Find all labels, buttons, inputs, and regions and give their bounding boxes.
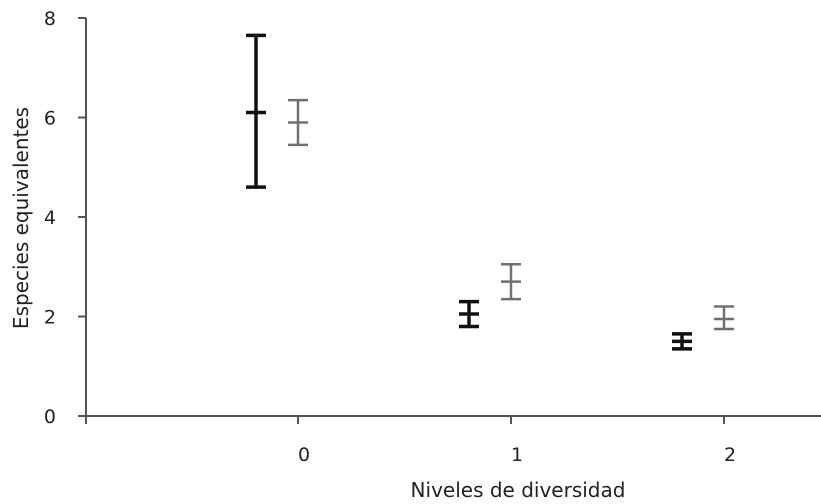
y-tick-label: 2 [44, 307, 56, 329]
x-axis-title: Niveles de diversidad [411, 478, 626, 502]
y-tick-label: 4 [44, 207, 56, 229]
axes [85, 18, 821, 417]
y-tick-label: 0 [44, 406, 56, 428]
x-tick-label: 0 [298, 444, 310, 466]
x-tick-label: 1 [511, 444, 523, 466]
error-bars [246, 33, 734, 351]
error-bar [672, 332, 692, 351]
error-bar [246, 33, 266, 189]
error-bar [501, 263, 521, 301]
error-bar [288, 98, 308, 147]
y-axis-title: Especies equivalentes [9, 107, 33, 329]
y-tick-label: 8 [44, 8, 56, 30]
error-bar [459, 299, 479, 329]
error-bar [714, 305, 734, 331]
x-axis-ticks: 0 1 2 [85, 416, 736, 466]
y-tick-label: 6 [44, 108, 56, 130]
y-axis-ticks: 0 2 4 6 8 [44, 8, 86, 428]
x-tick-label: 2 [724, 444, 736, 466]
